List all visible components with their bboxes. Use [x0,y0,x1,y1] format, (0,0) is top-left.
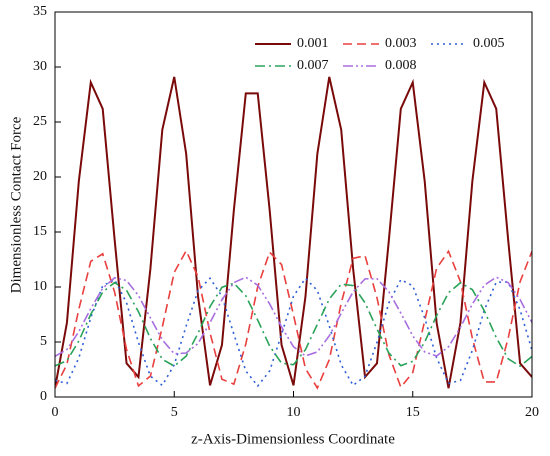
x-tick-label: 20 [525,405,539,420]
legend-label: 0.008 [385,58,417,73]
legend-label: 0.003 [385,36,417,51]
y-tick-label: 30 [33,59,47,74]
series-line [55,76,532,389]
y-tick-label: 20 [33,169,47,184]
x-tick-label: 10 [287,405,301,420]
series-line [55,249,532,390]
legend-label: 0.005 [473,36,505,51]
y-tick-label: 5 [40,334,47,349]
y-tick-label: 15 [33,224,47,239]
x-tick-label: 15 [406,405,420,420]
y-tick-label: 0 [40,389,47,404]
y-tick-label: 25 [33,114,47,129]
series-line [55,277,532,388]
x-tick-label: 5 [171,405,178,420]
y-tick-label: 35 [33,4,47,19]
y-axis-label: Dimensionless Contact Force [8,116,24,293]
y-tick-label: 10 [33,279,47,294]
x-tick-label: 0 [52,405,59,420]
legend-label: 0.007 [297,58,329,73]
x-axis-label: z-Axis-Dimensionless Coordinate [191,431,395,447]
legend-label: 0.001 [297,36,329,51]
series-line [55,276,532,357]
series-line [55,281,532,368]
plot-frame [54,11,533,398]
